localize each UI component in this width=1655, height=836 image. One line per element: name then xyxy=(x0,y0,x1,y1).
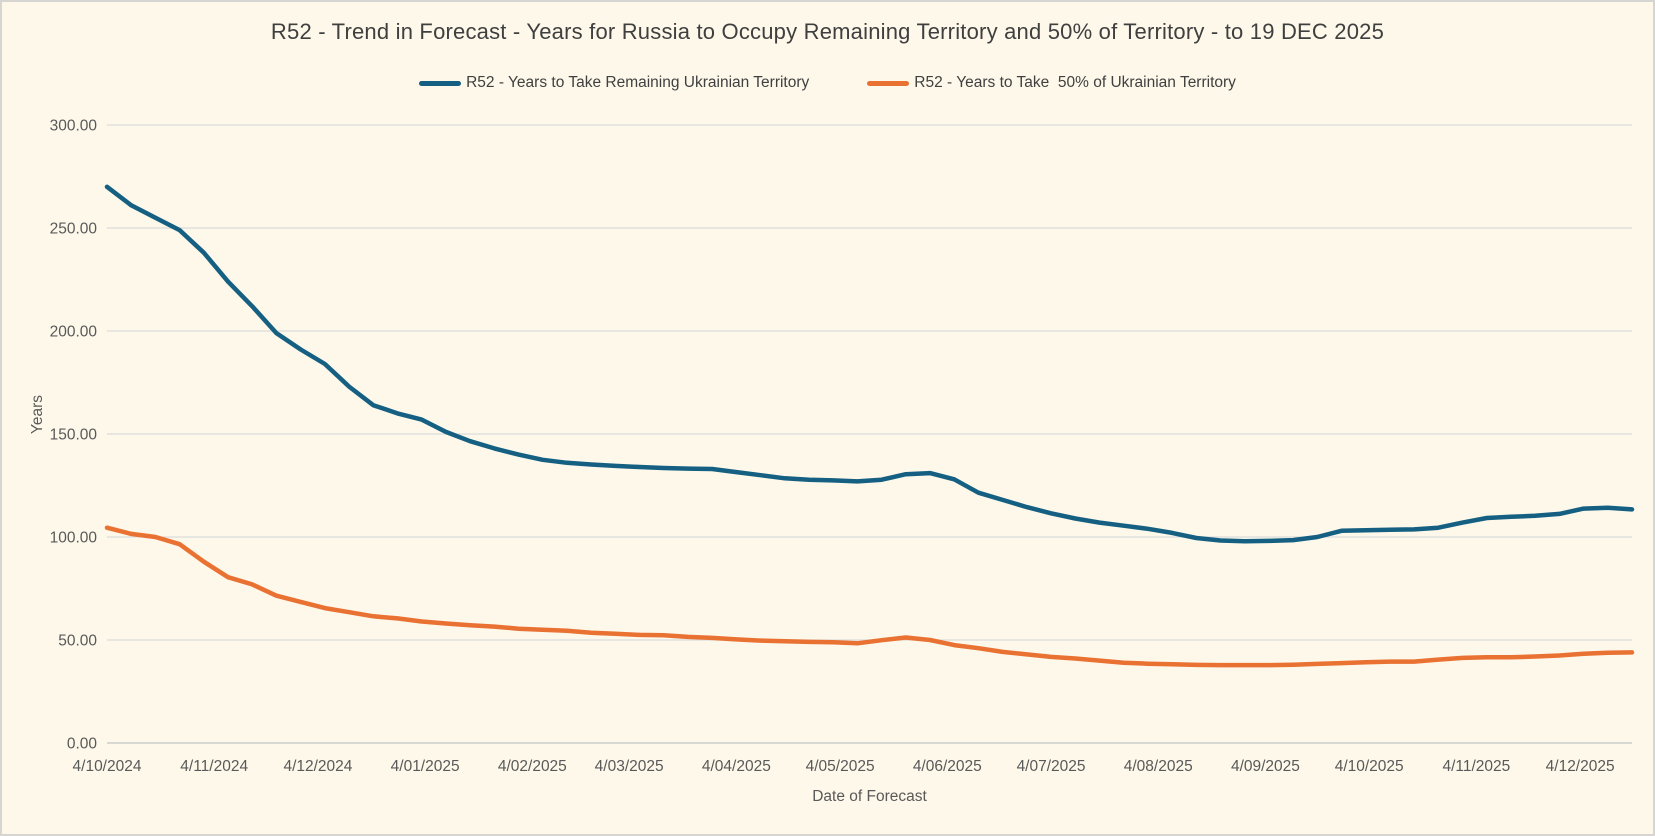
x-tick-label: 4/11/2025 xyxy=(1442,758,1510,775)
legend-label-remaining-territory: R52 - Years to Take Remaining Ukrainian … xyxy=(466,74,810,91)
x-tick-label: 4/05/2025 xyxy=(806,758,875,775)
x-tick-label: 4/11/2024 xyxy=(180,758,248,775)
y-tick-label: 0.00 xyxy=(67,736,98,753)
y-tick-label: 150.00 xyxy=(50,427,98,444)
y-tick-label: 50.00 xyxy=(58,633,97,650)
chart-title: R52 - Trend in Forecast - Years for Russ… xyxy=(270,19,1385,44)
x-tick-label: 4/12/2025 xyxy=(1546,758,1615,775)
y-tick-label: 200.00 xyxy=(50,324,98,341)
legend-swatch-remaining-territory-icon xyxy=(419,80,462,86)
x-tick-label: 4/06/2025 xyxy=(913,758,982,775)
x-tick-label: 4/01/2025 xyxy=(391,758,460,775)
x-tick-label: 4/03/2025 xyxy=(595,758,664,775)
x-tick-label: 4/08/2025 xyxy=(1124,758,1193,775)
x-tick-label: 4/10/2024 xyxy=(73,758,142,775)
y-axis-title: Years xyxy=(29,395,46,435)
series-line-50-percent xyxy=(104,525,1635,668)
x-axis-title: Date of Forecast xyxy=(812,788,927,805)
x-tick-label: 4/12/2024 xyxy=(283,758,352,775)
series-line-remaining-territory xyxy=(104,184,1635,544)
x-tick-label: 4/02/2025 xyxy=(498,758,567,775)
x-tick-label: 4/04/2025 xyxy=(702,758,771,775)
legend: R52 - Years to Take Remaining Ukrainian … xyxy=(2,74,1653,92)
legend-item-50-percent: R52 - Years to Take 50% of Ukrainian Ter… xyxy=(867,74,1236,92)
x-tick-label: 4/09/2025 xyxy=(1231,758,1300,775)
y-tick-label: 300.00 xyxy=(50,118,98,135)
y-tick-label: 100.00 xyxy=(50,530,98,547)
x-tick-label: 4/10/2025 xyxy=(1335,758,1404,775)
y-tick-label: 250.00 xyxy=(50,221,98,238)
legend-item-remaining-territory: R52 - Years to Take Remaining Ukrainian … xyxy=(419,74,809,92)
x-tick-label: 4/07/2025 xyxy=(1017,758,1086,775)
legend-label-50-percent: R52 - Years to Take 50% of Ukrainian Ter… xyxy=(914,74,1236,91)
legend-swatch-50-percent-icon xyxy=(867,80,910,86)
